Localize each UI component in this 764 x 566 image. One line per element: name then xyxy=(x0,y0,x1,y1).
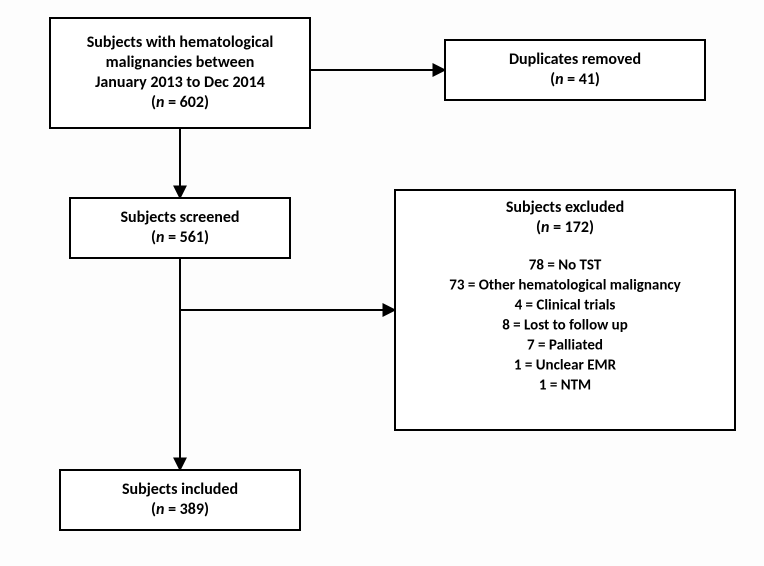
node-included-line-0: Subjects included xyxy=(122,480,238,499)
node-duplicates-n: (n = 41) xyxy=(550,70,600,89)
node-excluded-detail-3: 8 = Lost to follow up xyxy=(502,317,628,335)
node-excluded-detail-5: 1 = Unclear EMR xyxy=(514,357,617,375)
node-initial-line-2: January 2013 to Dec 2014 xyxy=(95,73,265,92)
node-screened-line-0: Subjects screened xyxy=(120,208,239,227)
node-initial-n: (n = 602) xyxy=(151,93,209,112)
node-included-n: (n = 389) xyxy=(151,500,209,519)
node-duplicates: Duplicates removed(n = 41) xyxy=(445,40,705,100)
node-duplicates-line-0: Duplicates removed xyxy=(509,50,641,69)
node-initial-line-1: malignancies between xyxy=(106,53,255,72)
node-excluded-detail-6: 1 = NTM xyxy=(539,377,591,395)
node-screened-n: (n = 561) xyxy=(151,228,209,247)
node-initial: Subjects with hematologicalmalignancies … xyxy=(50,18,310,128)
node-excluded-detail-2: 4 = Clinical trials xyxy=(515,297,616,315)
node-screened: Subjects screened(n = 561) xyxy=(70,198,290,258)
node-included: Subjects included(n = 389) xyxy=(60,470,300,530)
node-excluded-title: Subjects excluded xyxy=(506,198,624,217)
node-excluded: Subjects excluded(n = 172) 78 = No TST 73 … xyxy=(395,190,735,430)
node-excluded-detail-4: 7 = Palliated xyxy=(527,337,603,355)
node-excluded-detail-1: 73 = Other hematological malignancy xyxy=(449,277,681,295)
node-initial-line-0: Subjects with hematological xyxy=(87,33,274,52)
node-excluded-detail-0: 78 = No TST xyxy=(529,257,602,275)
node-excluded-n: (n = 172) xyxy=(536,218,594,237)
